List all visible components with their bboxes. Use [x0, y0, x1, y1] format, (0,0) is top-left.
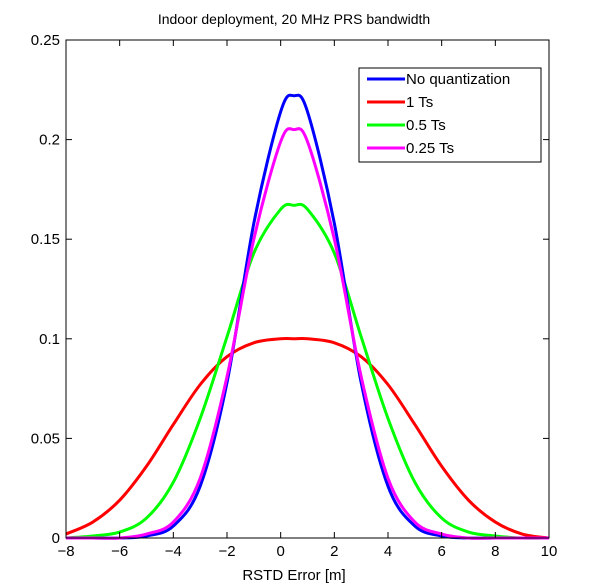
x-tick-label: 10	[541, 543, 558, 560]
x-tick-label: −2	[218, 543, 235, 560]
axis-tick-labels: −8 −6 −4 −2 0 2 4 6 8 10 0 0.05 0.1 0.15 0.2 0.25	[31, 32, 558, 560]
legend-label-0-25-ts: 0.25 Ts	[406, 140, 454, 157]
x-tick-label: 4	[384, 543, 392, 560]
x-tick-label: 6	[437, 543, 445, 560]
y-tick-label: 0.15	[31, 231, 60, 248]
chart-title: Indoor deployment, 20 MHz PRS bandwidth	[158, 11, 430, 27]
legend-label-0-5-ts: 0.5 Ts	[406, 117, 446, 134]
x-tick-label: −6	[111, 543, 128, 560]
plot-frame	[65, 39, 550, 539]
series-line-1-ts	[65, 337, 550, 540]
series-line-0-5-ts	[65, 202, 550, 540]
legend-label-no-quantization: No quantization	[406, 71, 510, 88]
y-tick-label: 0.2	[39, 132, 60, 149]
legend-box	[358, 67, 542, 163]
series-line-0-25-ts	[66, 127, 549, 540]
x-tick-label: 8	[491, 543, 499, 560]
x-tick-label: 0	[276, 543, 284, 560]
y-tick-label: 0.1	[39, 331, 60, 348]
y-tick-label: 0.25	[31, 32, 60, 49]
legend: No quantization 1 Ts 0.5 Ts 0.25 Ts	[358, 67, 542, 163]
x-tick-label: −4	[165, 543, 182, 560]
legend-label-1-ts: 1 Ts	[406, 94, 433, 111]
axis-ticks	[65, 39, 550, 539]
x-axis-label: RSTD Error [m]	[242, 567, 345, 584]
y-tick-label: 0	[52, 530, 60, 547]
y-tick-label: 0.05	[31, 430, 60, 447]
x-tick-label: −8	[57, 543, 74, 560]
x-tick-label: 2	[330, 543, 338, 560]
